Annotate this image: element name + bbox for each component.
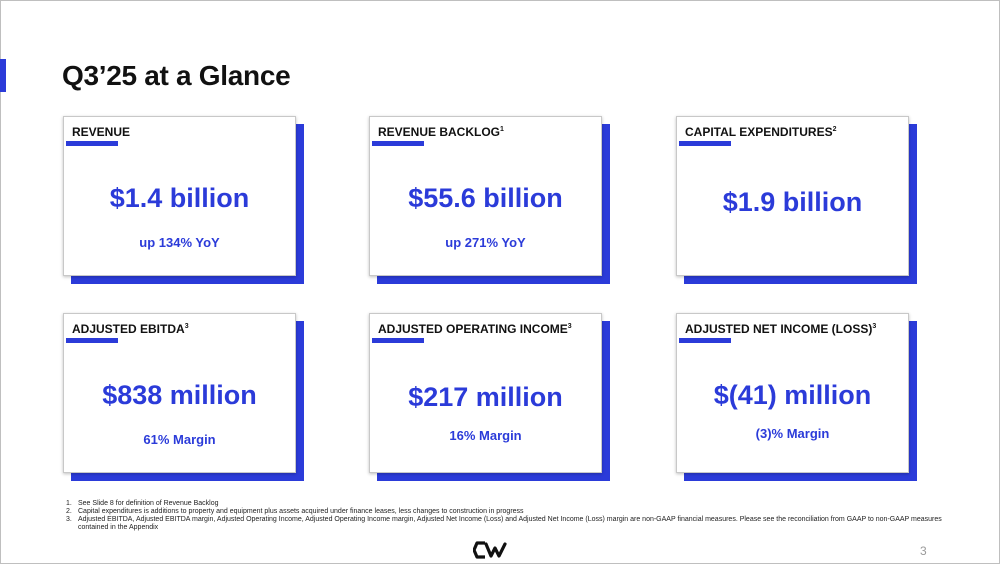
card-adjusted-operating-income: ADJUSTED OPERATING INCOME3 $217 million … [369, 313, 610, 481]
title-accent-bar [0, 59, 6, 92]
footnote: 1. See Slide 8 for definition of Revenue… [66, 500, 219, 507]
card-underline [66, 338, 118, 343]
card-value: $1.9 billion [722, 187, 863, 217]
card-revenue-backlog: REVENUE BACKLOG1 $55.6 billion up 271% Y… [369, 116, 610, 284]
card-revenue: REVENUE $1.4 billion up 134% YoY [63, 116, 304, 284]
footnotes: 1. See Slide 8 for definition of Revenue… [66, 500, 946, 532]
card-panel: ADJUSTED OPERATING INCOME3 $217 million … [369, 313, 602, 473]
card-label: ADJUSTED EBITDA3 [72, 322, 189, 336]
card-underline [679, 338, 731, 343]
card-subtext: 16% Margin [449, 428, 522, 443]
card-underline [372, 338, 424, 343]
card-value: $217 million [408, 382, 563, 412]
card-subtext: up 134% YoY [139, 235, 220, 250]
card-adjusted-net-income: ADJUSTED NET INCOME (LOSS)3 $(41) millio… [676, 313, 917, 481]
card-value: $(41) million [713, 380, 872, 410]
card-value: $838 million [102, 380, 257, 410]
page-number: 3 [920, 544, 927, 558]
card-label: REVENUE [72, 125, 131, 139]
card-underline [66, 141, 118, 146]
card-panel: ADJUSTED NET INCOME (LOSS)3 $(41) millio… [676, 313, 909, 473]
footnote: 3. Adjusted EBITDA, Adjusted EBITDA marg… [66, 516, 942, 531]
card-label: ADJUSTED NET INCOME (LOSS)3 [685, 322, 877, 336]
card-subtext: 61% Margin [143, 432, 216, 447]
footnote: 2. Capital expenditures is additions to … [66, 508, 524, 515]
card-underline [679, 141, 731, 146]
card-label: REVENUE BACKLOG1 [378, 125, 504, 139]
card-underline [372, 141, 424, 146]
card-adjusted-ebitda: ADJUSTED EBITDA3 $838 million 61% Margin [63, 313, 304, 481]
card-value: $1.4 billion [109, 183, 250, 213]
card-label: CAPITAL EXPENDITURES2 [685, 125, 837, 139]
card-panel: REVENUE BACKLOG1 $55.6 billion up 271% Y… [369, 116, 602, 276]
card-panel: CAPITAL EXPENDITURES2 $1.9 billion [676, 116, 909, 276]
card-subtext: (3)% Margin [755, 426, 830, 441]
cw-logo-icon [473, 541, 507, 559]
card-capital-expenditures: CAPITAL EXPENDITURES2 $1.9 billion [676, 116, 917, 284]
card-panel: REVENUE $1.4 billion up 134% YoY [63, 116, 296, 276]
card-label: ADJUSTED OPERATING INCOME3 [378, 322, 572, 336]
card-subtext: up 271% YoY [445, 235, 526, 250]
slide-title: Q3’25 at a Glance [62, 60, 291, 91]
card-value: $55.6 billion [408, 183, 563, 213]
card-panel: ADJUSTED EBITDA3 $838 million 61% Margin [63, 313, 296, 473]
